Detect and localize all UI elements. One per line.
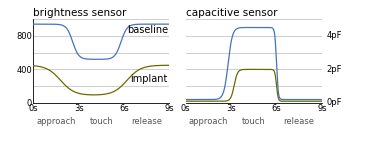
Text: 2pF: 2pF	[326, 65, 342, 74]
Text: capacitive sensor: capacitive sensor	[186, 8, 277, 18]
Text: implant: implant	[131, 74, 168, 84]
Text: approach: approach	[36, 117, 76, 126]
Text: 0pF: 0pF	[326, 98, 342, 107]
Text: touch: touch	[242, 117, 266, 126]
Text: 4pF: 4pF	[326, 31, 342, 40]
Text: brightness sensor: brightness sensor	[33, 8, 127, 18]
Text: touch: touch	[90, 117, 113, 126]
Text: release: release	[284, 117, 315, 126]
Text: approach: approach	[189, 117, 228, 126]
Text: release: release	[131, 117, 162, 126]
Text: baseline: baseline	[127, 25, 168, 35]
